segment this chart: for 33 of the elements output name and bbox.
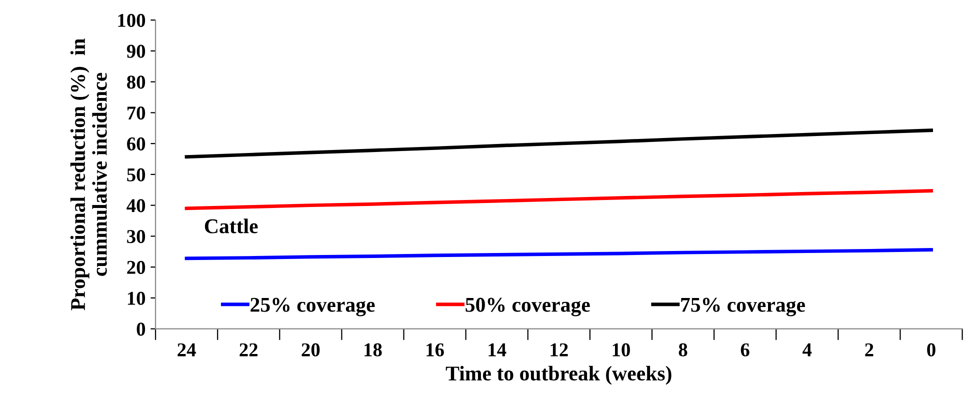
y-tick-label: 30 — [127, 230, 146, 244]
y-tick-label: 90 — [126, 44, 146, 58]
y-tick-label: 20 — [127, 260, 146, 274]
x-tick-label: 22 — [240, 343, 258, 356]
x-tick-label: 20 — [302, 343, 320, 356]
line-series — [184, 189, 933, 210]
x-tick-label: 24 — [178, 343, 196, 356]
line-series — [184, 248, 933, 260]
legend-label: 25% coverage — [250, 298, 375, 316]
y-tick-label: 70 — [127, 106, 146, 120]
x-tick-label: 10 — [612, 343, 630, 356]
y-tick-label: 0 — [136, 322, 146, 336]
y-tick-label: 50 — [127, 168, 146, 182]
y-tick-label: 10 — [128, 292, 146, 305]
x-tick-label: 16 — [426, 343, 444, 356]
x-tick-label: 8 — [678, 343, 688, 356]
annotation: Cattle — [204, 218, 258, 234]
x-tick-label: 18 — [364, 343, 382, 356]
x-tick-label: 0 — [927, 343, 936, 356]
y-tick-label: 40 — [126, 199, 146, 212]
x-axis-title: Time to outbreak (weeks) — [446, 366, 672, 385]
x-tick-label: 12 — [550, 343, 568, 356]
x-tick-label: 4 — [802, 343, 812, 356]
y-axis-title: Proportional reduction (%) in cummulative incidence — [70, 38, 107, 310]
y-tick-label: 80 — [127, 76, 146, 89]
x-tick-label: 14 — [488, 343, 506, 356]
legend-label: 75% coverage — [681, 298, 805, 316]
legend-label: 50% coverage — [466, 298, 590, 316]
y-tick-label: 100 — [118, 14, 146, 27]
line-series — [184, 128, 933, 159]
x-tick-label: 2 — [865, 343, 874, 356]
x-tick-label: 6 — [740, 343, 750, 356]
y-tick-label: 60 — [127, 137, 146, 150]
